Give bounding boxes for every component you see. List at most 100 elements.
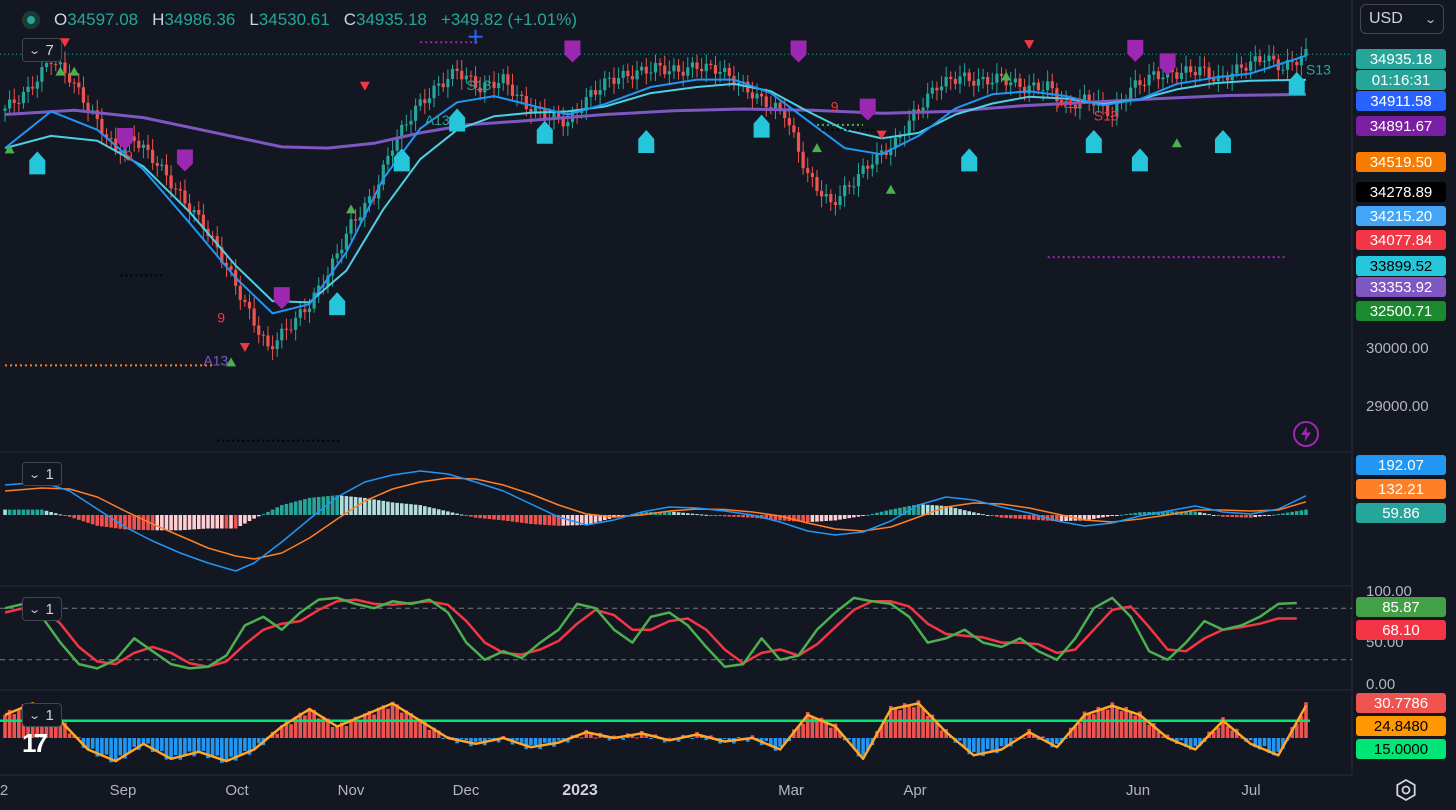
macd-histogram-bar: [169, 515, 173, 531]
macd-histogram-bar: [220, 515, 224, 529]
osc-histogram-bar: [247, 738, 252, 755]
osc-histogram-bar: [1198, 738, 1202, 747]
candle-body: [1133, 80, 1137, 88]
open-value: O 34597.08: [54, 10, 139, 29]
osc-histogram-bar: [990, 738, 995, 752]
osc-histogram-bar: [1165, 734, 1170, 738]
osc-histogram-bar: [160, 738, 164, 752]
candle-body: [164, 164, 169, 176]
candle-body: [1258, 56, 1262, 63]
candle-body: [49, 63, 53, 65]
macd-histogram-bar: [487, 515, 492, 520]
macd-histogram-bar: [1147, 512, 1151, 515]
candle-body: [1244, 67, 1248, 71]
price-axis-label: 85.87: [1356, 597, 1446, 617]
macd-histogram-bar: [1142, 512, 1147, 515]
candle-body: [783, 108, 787, 119]
buy-arrow-icon: [329, 292, 346, 316]
osc-histogram-bar: [183, 738, 187, 755]
osc-histogram-bar: [441, 738, 446, 739]
macd-histogram-bar: [187, 515, 192, 530]
candle-body: [561, 118, 565, 127]
macd-histogram-bar: [879, 511, 884, 515]
osc-histogram-bar: [995, 738, 999, 754]
macd-histogram-bar: [289, 502, 293, 515]
candle-body: [441, 83, 445, 88]
macd-histogram-bar: [515, 515, 519, 523]
macd-histogram-bar: [58, 514, 63, 516]
osc-histogram-bar: [1248, 738, 1253, 741]
macd-histogram-bar: [621, 515, 626, 516]
osc-histogram-bar: [888, 706, 893, 738]
macd-histogram-bar: [210, 515, 215, 529]
macd-histogram-bar: [805, 515, 810, 523]
ema-slow-line: [4, 92, 1307, 150]
macd-histogram-bar: [395, 502, 399, 515]
candle-body: [460, 70, 464, 80]
osc-histogram-bar: [985, 738, 990, 750]
time-axis-label: Mar: [778, 782, 804, 799]
candle-body: [533, 106, 538, 114]
macd-histogram-bar: [584, 515, 589, 525]
macd-histogram-bar: [1262, 515, 1267, 516]
price-axis-label: 34215.20: [1356, 206, 1446, 226]
currency-select[interactable]: USD ⌄: [1360, 4, 1444, 34]
ohlc-legend: O 34597.08 H 34986.36 L 34530.61 C 34935.18 …: [22, 8, 577, 32]
osc-histogram-bar: [123, 738, 127, 759]
osc-histogram-bar: [293, 716, 298, 738]
osc-histogram-bar: [930, 714, 935, 738]
settings-gear-icon[interactable]: [1394, 778, 1418, 802]
macd-histogram-bar: [372, 499, 376, 515]
macd-histogram-bar: [1170, 511, 1175, 515]
macd-histogram-bar: [63, 515, 67, 516]
candle-body: [949, 76, 953, 80]
main-pane-collapse-button[interactable]: ⌄ 7: [22, 38, 62, 62]
candle-body: [1064, 101, 1068, 103]
macd-histogram-bar: [173, 515, 178, 531]
candle-body: [1285, 59, 1290, 70]
candle-body: [432, 85, 436, 99]
candle-body: [21, 91, 26, 104]
candle-body: [118, 150, 122, 154]
macd-histogram-bar: [824, 515, 828, 521]
macd-histogram-bar: [1165, 511, 1170, 515]
macd-histogram-bar: [1119, 514, 1124, 516]
macd-histogram-bar: [819, 515, 824, 522]
setup-up-icon: [1001, 71, 1012, 81]
macd-pane-collapse-button[interactable]: ⌄ 1: [22, 462, 62, 486]
candle-body: [1115, 102, 1119, 117]
macd-histogram-bar: [409, 504, 413, 515]
candle-body: [524, 95, 528, 109]
candle-body: [340, 249, 344, 254]
macd-histogram-bar: [344, 496, 349, 515]
osc-histogram-bar: [1138, 711, 1142, 738]
candle-body: [178, 189, 182, 191]
candle-body: [1272, 55, 1276, 60]
macd-histogram-bar: [399, 503, 404, 515]
osc-histogram-bar: [201, 738, 206, 751]
signal-annotation: S13: [1094, 108, 1119, 124]
price-axis-label: 34519.50: [1356, 152, 1446, 172]
macd-histogram-bar: [1202, 513, 1207, 515]
candle-body: [1230, 73, 1234, 81]
stoch-pane-collapse-button[interactable]: ⌄ 1: [22, 597, 62, 621]
macd-histogram-bar: [570, 515, 575, 526]
osc-histogram-bar: [459, 738, 464, 740]
macd-histogram-bar: [939, 505, 944, 515]
macd-histogram-bar: [293, 501, 298, 515]
candle-body: [912, 109, 916, 121]
osc-histogram-bar: [1101, 709, 1105, 738]
macd-histogram-bar: [524, 515, 529, 524]
osc-histogram-bar: [427, 729, 432, 738]
candle-body: [497, 83, 501, 89]
price-axis-label: 132.21: [1356, 479, 1446, 499]
osc-pane-collapse-button[interactable]: ⌄ 1: [22, 703, 62, 727]
macd-histogram-bar: [118, 515, 123, 529]
macd-histogram-bar: [136, 515, 141, 530]
macd-histogram-bar: [533, 515, 538, 525]
osc-histogram-bar: [206, 738, 210, 759]
lightning-icon[interactable]: [1292, 420, 1320, 448]
macd-histogram-bar: [773, 515, 778, 520]
candle-body: [833, 202, 838, 206]
